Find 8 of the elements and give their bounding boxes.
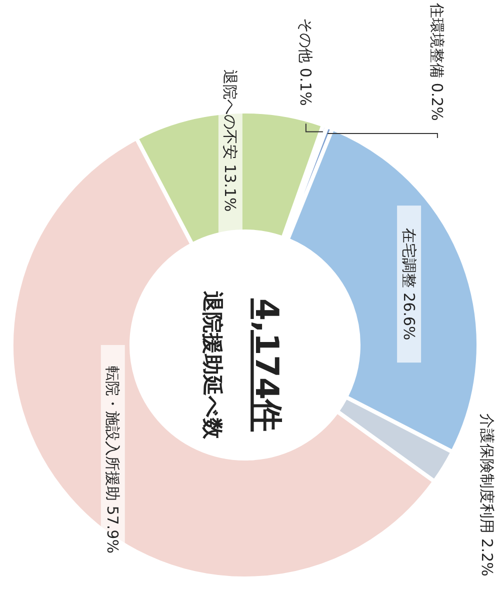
text: 4,174件 xyxy=(248,298,286,432)
slice-label: 住環境整備 0.2% xyxy=(428,2,446,121)
slice-label: 転院・施設入所援助 57.9% xyxy=(104,366,122,554)
text: 退院援助延べ数 xyxy=(200,290,225,440)
slice-label: 介護保険制度利用 2.2% xyxy=(478,414,496,576)
slice-label: 在宅調整 26.6% xyxy=(400,228,418,340)
slice-label: 退院への不安 13.1% xyxy=(221,69,240,212)
slice-label: その他 0.1% xyxy=(296,18,315,106)
